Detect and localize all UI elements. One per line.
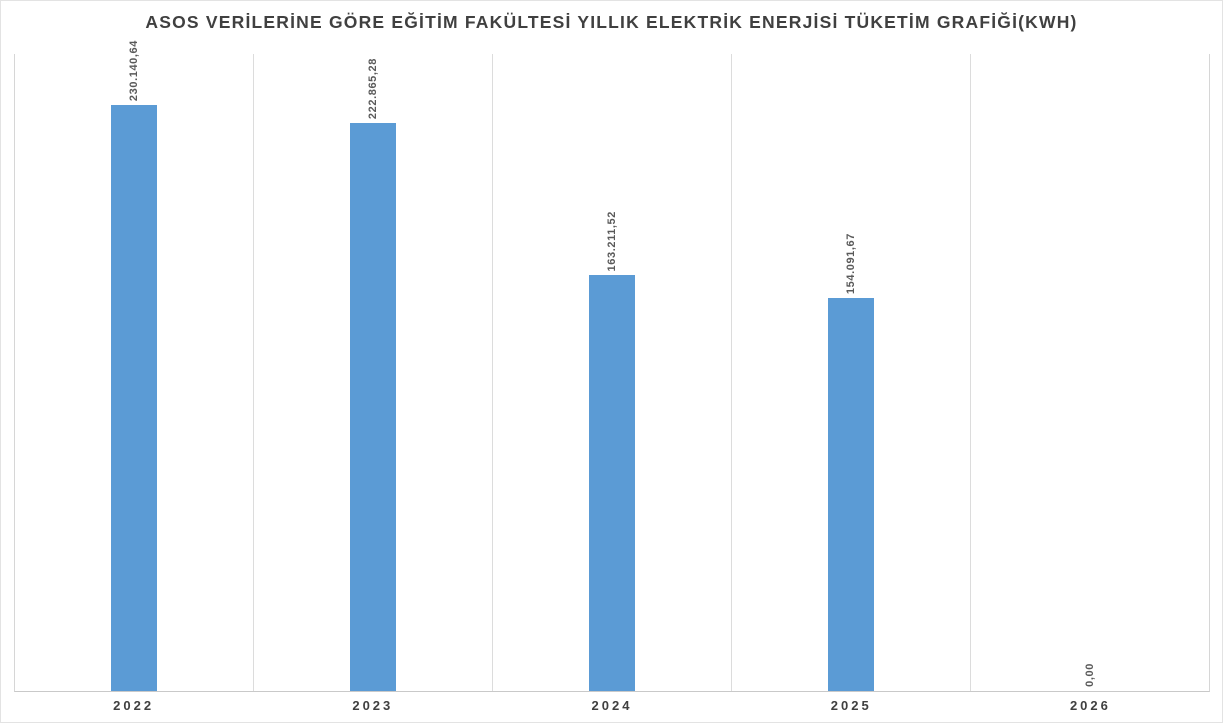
bar-2023 xyxy=(350,123,396,691)
category-column-2023: 222.865,28 xyxy=(254,54,493,691)
bar-2024 xyxy=(589,275,635,691)
bar-value-label-2024: 163.211,52 xyxy=(606,210,618,272)
category-column-2026: 0,00 xyxy=(971,54,1209,691)
category-column-2024: 163.211,52 xyxy=(493,54,732,691)
bar-value-label-2026: 0,00 xyxy=(1084,663,1096,687)
chart-title: ASOS VERİLERİNE GÖRE EĞİTİM FAKÜLTESİ YI… xyxy=(145,12,1078,32)
bar-value-label-2022: 230.140,64 xyxy=(128,39,140,101)
plot-area: 230.140,64 222.865,28 163.211,52 154.091,67… xyxy=(14,40,1210,692)
x-axis-label-2025: 2025 xyxy=(830,698,872,713)
bar-2025 xyxy=(828,298,874,691)
category-column-2022: 230.140,64 xyxy=(15,40,254,691)
bar-value-label-2023: 222.865,28 xyxy=(367,58,379,120)
x-axis-label-2024: 2024 xyxy=(591,698,633,713)
x-axis-label-2022: 2022 xyxy=(113,698,155,713)
x-axis-label-2026: 2026 xyxy=(1069,698,1111,713)
x-axis-label-2023: 2023 xyxy=(352,698,394,713)
category-column-2025: 154.091,67 xyxy=(732,54,971,691)
bar-2022 xyxy=(111,104,157,691)
bar-value-label-2025: 154.091,67 xyxy=(845,233,857,295)
x-axis-labels: 2022 2023 2024 2025 2026 xyxy=(14,698,1210,713)
